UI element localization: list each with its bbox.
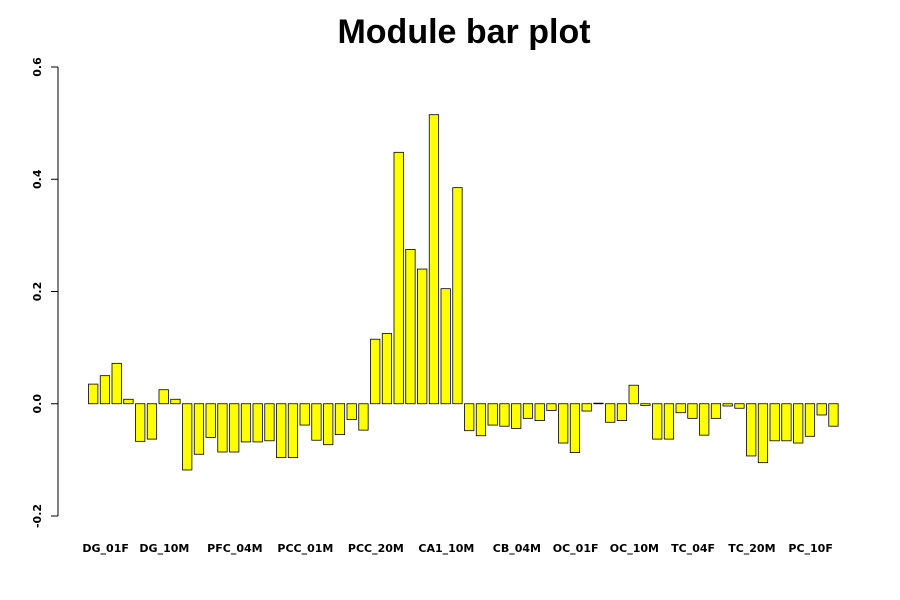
x-category-label: TC_20M	[728, 542, 775, 555]
bar	[123, 398, 134, 405]
bar	[499, 403, 510, 427]
bar	[170, 398, 181, 405]
bar	[452, 187, 463, 405]
y-axis-ticks: -0.2 0.0 0.2 0.4 0.6	[31, 57, 58, 528]
bar	[193, 403, 205, 455]
x-category-label: TC_04F	[671, 542, 715, 555]
x-category-label: CB_04M	[493, 542, 541, 555]
bar	[710, 403, 722, 419]
bar	[440, 288, 451, 405]
bar	[417, 268, 428, 405]
y-tick-label: -0.2	[31, 504, 44, 528]
x-category-label: PCC_01M	[277, 542, 333, 555]
bar	[311, 403, 322, 441]
bar	[135, 403, 146, 442]
bar	[405, 249, 416, 405]
bar	[205, 403, 216, 438]
bar	[464, 403, 475, 432]
bar	[511, 403, 522, 429]
bar	[158, 389, 169, 405]
bar	[616, 403, 628, 421]
bar	[675, 403, 686, 414]
bar	[276, 403, 287, 459]
bar	[240, 403, 252, 443]
bar	[264, 403, 275, 442]
y-tick-label: 0.2	[31, 282, 44, 302]
bar	[722, 403, 733, 407]
y-tick-label: 0.4	[31, 169, 44, 189]
bar	[816, 403, 827, 416]
bar	[287, 403, 299, 459]
bar	[569, 403, 581, 453]
bar	[381, 333, 393, 405]
bar	[628, 384, 639, 405]
bar	[522, 403, 534, 419]
bar	[299, 403, 310, 426]
bar	[393, 151, 404, 405]
bar	[687, 403, 698, 419]
y-tick-label: 0.0	[31, 394, 44, 414]
bar	[487, 403, 498, 426]
bar	[475, 403, 487, 437]
bar	[781, 403, 792, 442]
x-category-label: DG_10M	[139, 542, 189, 555]
bar	[640, 403, 651, 406]
bar	[828, 403, 839, 427]
bar	[334, 403, 346, 436]
x-category-label: OC_01F	[553, 542, 599, 555]
bar	[217, 403, 228, 453]
bar	[428, 114, 440, 405]
bar	[605, 403, 616, 423]
bar	[252, 403, 263, 443]
x-category-label: DG_01F	[82, 542, 128, 555]
bar	[182, 403, 193, 471]
bar	[358, 403, 369, 431]
bar	[99, 375, 111, 405]
bar	[323, 403, 334, 446]
bar	[534, 403, 545, 421]
bar	[652, 403, 663, 440]
bar	[146, 403, 158, 440]
bar	[746, 403, 757, 457]
bars-group	[88, 114, 839, 471]
x-category-label: PCC_20M	[348, 542, 404, 555]
bar	[111, 362, 122, 405]
bar	[757, 403, 769, 464]
bar	[699, 403, 710, 436]
bar	[558, 403, 569, 444]
x-category-labels: DG_01F DG_10M PFC_04M PCC_01M PCC_20M CA1_10M…	[82, 542, 832, 555]
bar	[804, 403, 816, 437]
bar	[734, 403, 745, 409]
bar	[346, 403, 357, 420]
x-category-label: OC_10M	[610, 542, 659, 555]
bar	[546, 403, 557, 411]
bar	[593, 402, 604, 405]
x-category-label: PFC_04M	[207, 542, 262, 555]
bar	[88, 383, 99, 405]
bar	[581, 403, 592, 412]
bar	[793, 403, 804, 444]
x-category-label: CA1_10M	[418, 542, 474, 555]
bar	[663, 403, 675, 440]
chart-title: Module bar plot	[337, 13, 590, 51]
x-category-label: PC_10F	[788, 542, 832, 555]
bar	[370, 338, 381, 405]
y-tick-label: 0.6	[31, 57, 44, 77]
bar	[769, 403, 780, 442]
bar	[229, 403, 240, 453]
